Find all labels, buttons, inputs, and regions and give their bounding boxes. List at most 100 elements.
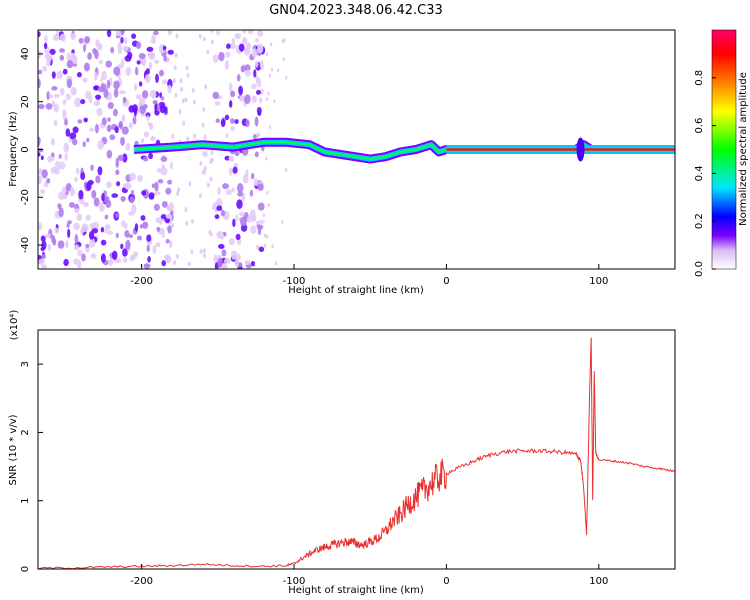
noise-speck <box>204 84 208 90</box>
noise-speck <box>58 191 65 200</box>
noise-speck <box>137 174 143 182</box>
noise-speck <box>135 94 142 100</box>
noise-speck <box>62 99 67 106</box>
noise-speck <box>164 254 170 260</box>
noise-speck <box>155 242 161 248</box>
chart-title: GN04.2023.348.06.42.C33 <box>269 3 443 18</box>
noise-speck <box>125 66 132 76</box>
noise-speck <box>149 89 157 99</box>
noise-speck <box>167 49 174 55</box>
noise-speck <box>63 258 69 267</box>
noise-speck <box>160 96 165 101</box>
noise-speck <box>265 97 269 102</box>
noise-speck <box>176 254 180 259</box>
noise-speck <box>57 203 62 210</box>
noise-speck <box>103 196 110 204</box>
noise-speck <box>47 243 52 252</box>
noise-speck <box>203 134 207 140</box>
noise-speck <box>38 152 41 157</box>
noise-speck <box>54 227 59 234</box>
noise-speck <box>173 65 177 71</box>
noise-speck <box>191 87 195 93</box>
noise-speck <box>146 234 152 242</box>
noise-speck <box>72 138 78 146</box>
noise-speck <box>74 233 79 244</box>
y-axis-multiplier: (x10⁴) <box>9 310 20 341</box>
noise-speck <box>38 175 43 184</box>
noise-speck <box>106 124 112 133</box>
noise-speck <box>128 234 134 239</box>
ridge-band-core <box>446 148 675 151</box>
noise-speck <box>65 239 69 249</box>
noise-speck <box>230 125 235 132</box>
noise-speck <box>190 249 194 255</box>
noise-speck <box>258 219 265 224</box>
noise-speck <box>206 49 210 55</box>
y-tick-label: -40 <box>20 237 31 253</box>
noise-speck <box>216 198 223 208</box>
noise-speck <box>104 214 109 220</box>
y-tick-label: 0 <box>20 566 31 572</box>
noise-speck <box>123 257 128 263</box>
noise-speck <box>95 175 101 184</box>
noise-speck <box>151 183 156 188</box>
noise-speck <box>123 37 128 45</box>
noise-speck <box>268 125 272 129</box>
noise-speck <box>255 60 259 68</box>
noise-speck <box>139 105 147 115</box>
noise-speck <box>148 192 155 199</box>
noise-speck <box>154 181 159 192</box>
noise-speck <box>231 37 236 45</box>
noise-speck <box>174 52 178 58</box>
noise-speck <box>155 217 162 224</box>
noise-speck <box>219 233 225 240</box>
noise-speck <box>53 33 60 42</box>
noise-speck <box>139 224 144 229</box>
noise-speck <box>244 94 251 104</box>
noise-speck <box>107 117 111 122</box>
x-axis-label-top: Height of straight line (km) <box>288 285 424 296</box>
noise-speck <box>252 134 257 140</box>
y-axis-label-top: Frequency (Hz) <box>8 111 19 187</box>
noise-speck <box>204 151 208 156</box>
noise-speck <box>80 99 86 105</box>
noise-speck <box>84 90 92 100</box>
noise-speck <box>198 33 202 39</box>
noise-speck <box>245 119 250 128</box>
noise-speck <box>140 215 146 221</box>
spectrogram-noise <box>38 30 288 269</box>
noise-speck <box>217 187 222 195</box>
colorbar-tick-label: 0.0 <box>694 261 705 277</box>
noise-speck <box>186 136 190 142</box>
noise-speck <box>120 220 126 228</box>
noise-speck <box>238 211 245 217</box>
noise-speck <box>161 164 165 172</box>
noise-speck <box>234 150 240 157</box>
noise-speck <box>162 79 168 85</box>
noise-speck <box>85 214 91 221</box>
noise-speck <box>116 258 122 264</box>
noise-speck <box>260 62 264 71</box>
noise-speck <box>255 75 259 84</box>
noise-speck <box>251 172 255 180</box>
noise-speck <box>143 263 151 269</box>
noise-speck <box>128 105 135 113</box>
noise-speck <box>250 225 257 234</box>
noise-speck <box>40 235 46 242</box>
noise-speck <box>176 191 180 196</box>
noise-speck <box>218 51 225 62</box>
noise-speck <box>87 52 92 60</box>
noise-speck <box>146 244 150 252</box>
noise-speck <box>216 205 223 211</box>
noise-speck <box>43 42 48 50</box>
noise-speck <box>53 103 59 113</box>
noise-speck <box>121 114 126 123</box>
noise-speck <box>234 119 239 124</box>
noise-speck <box>134 223 139 232</box>
noise-speck <box>258 246 265 252</box>
noise-speck <box>223 258 231 264</box>
noise-speck <box>47 52 53 62</box>
noise-speck <box>90 253 97 259</box>
